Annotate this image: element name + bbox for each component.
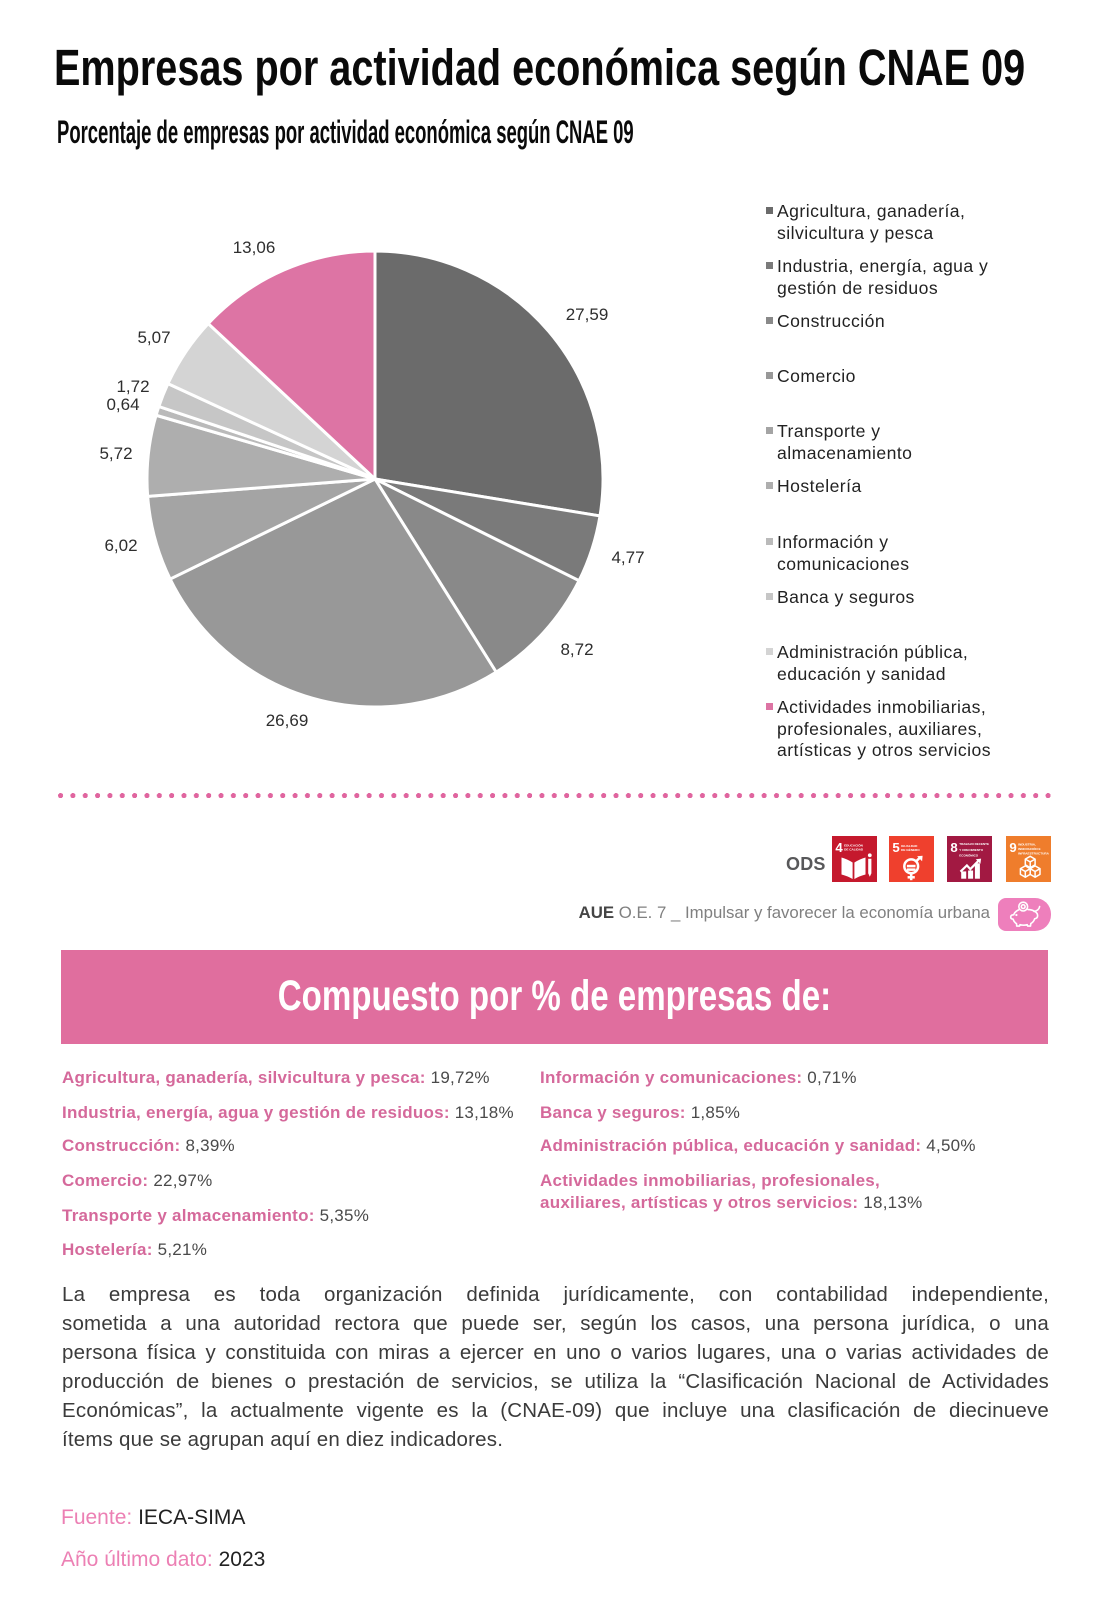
svg-text:Y CRECIMIENTO: Y CRECIMIENTO: [959, 848, 983, 852]
svg-text:TRABAJO DECENTE: TRABAJO DECENTE: [959, 842, 989, 846]
svg-text:ECONÓMICO: ECONÓMICO: [959, 852, 979, 857]
svg-text:INFRAESTRUCTURA: INFRAESTRUCTURA: [1018, 852, 1050, 856]
svg-text:IGUALDAD: IGUALDAD: [901, 844, 918, 848]
svg-text:5: 5: [892, 840, 899, 855]
svg-text:8: 8: [950, 840, 957, 855]
svg-text:4: 4: [835, 840, 843, 855]
svg-text:9: 9: [1009, 840, 1016, 855]
svg-text:EDUCACIÓN: EDUCACIÓN: [844, 843, 864, 848]
svg-text:DE CALIDAD: DE CALIDAD: [844, 847, 864, 851]
svg-text:INDUSTRIA,: INDUSTRIA,: [1018, 843, 1036, 847]
svg-text:INNOVACIÓN E: INNOVACIÓN E: [1018, 846, 1040, 851]
svg-text:DE GÉNERO: DE GÉNERO: [901, 847, 920, 852]
